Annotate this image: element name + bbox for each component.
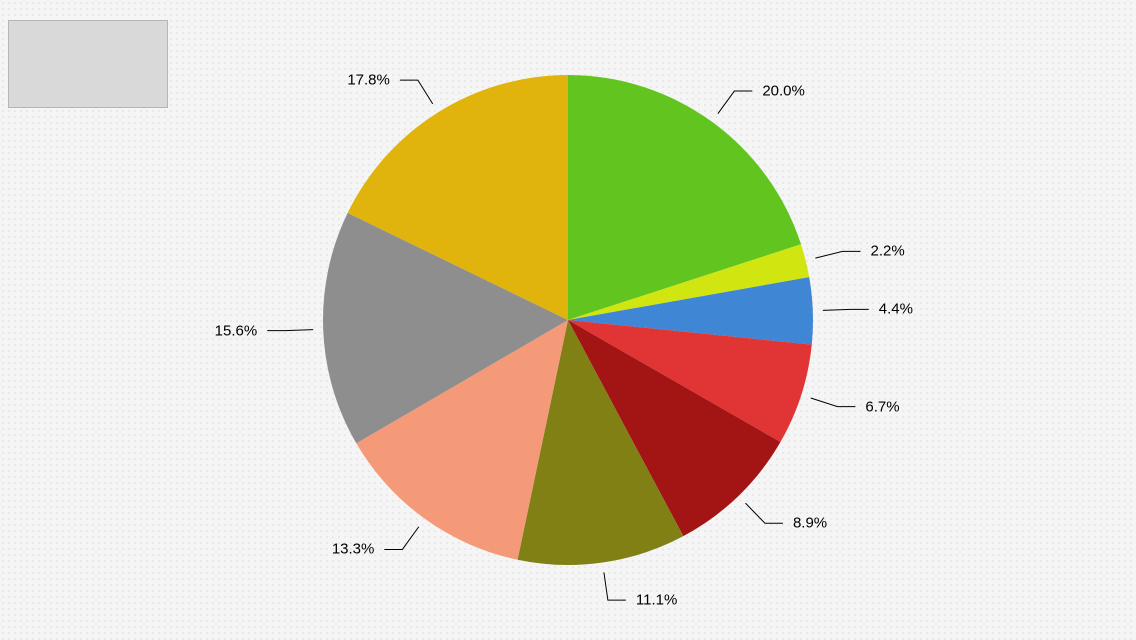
- leader-line: [815, 251, 860, 258]
- leader-line: [267, 330, 313, 331]
- leader-line: [400, 80, 433, 104]
- leader-line: [604, 572, 626, 600]
- leader-line: [745, 503, 782, 523]
- slice-label: 17.8%: [347, 72, 390, 89]
- slice-label: 13.3%: [332, 541, 375, 558]
- leader-line: [811, 398, 856, 407]
- pie-chart: [0, 0, 1136, 640]
- leader-line: [718, 91, 752, 114]
- slice-label: 11.1%: [636, 592, 677, 609]
- slice-label: 4.4%: [879, 301, 913, 318]
- slice-label: 20.0%: [762, 83, 805, 100]
- slice-label: 15.6%: [215, 322, 258, 339]
- slice-label: 2.2%: [871, 243, 905, 260]
- leader-line: [823, 309, 869, 310]
- slice-label: 6.7%: [865, 398, 899, 415]
- leader-line: [384, 527, 418, 550]
- slice-label: 8.9%: [793, 515, 827, 532]
